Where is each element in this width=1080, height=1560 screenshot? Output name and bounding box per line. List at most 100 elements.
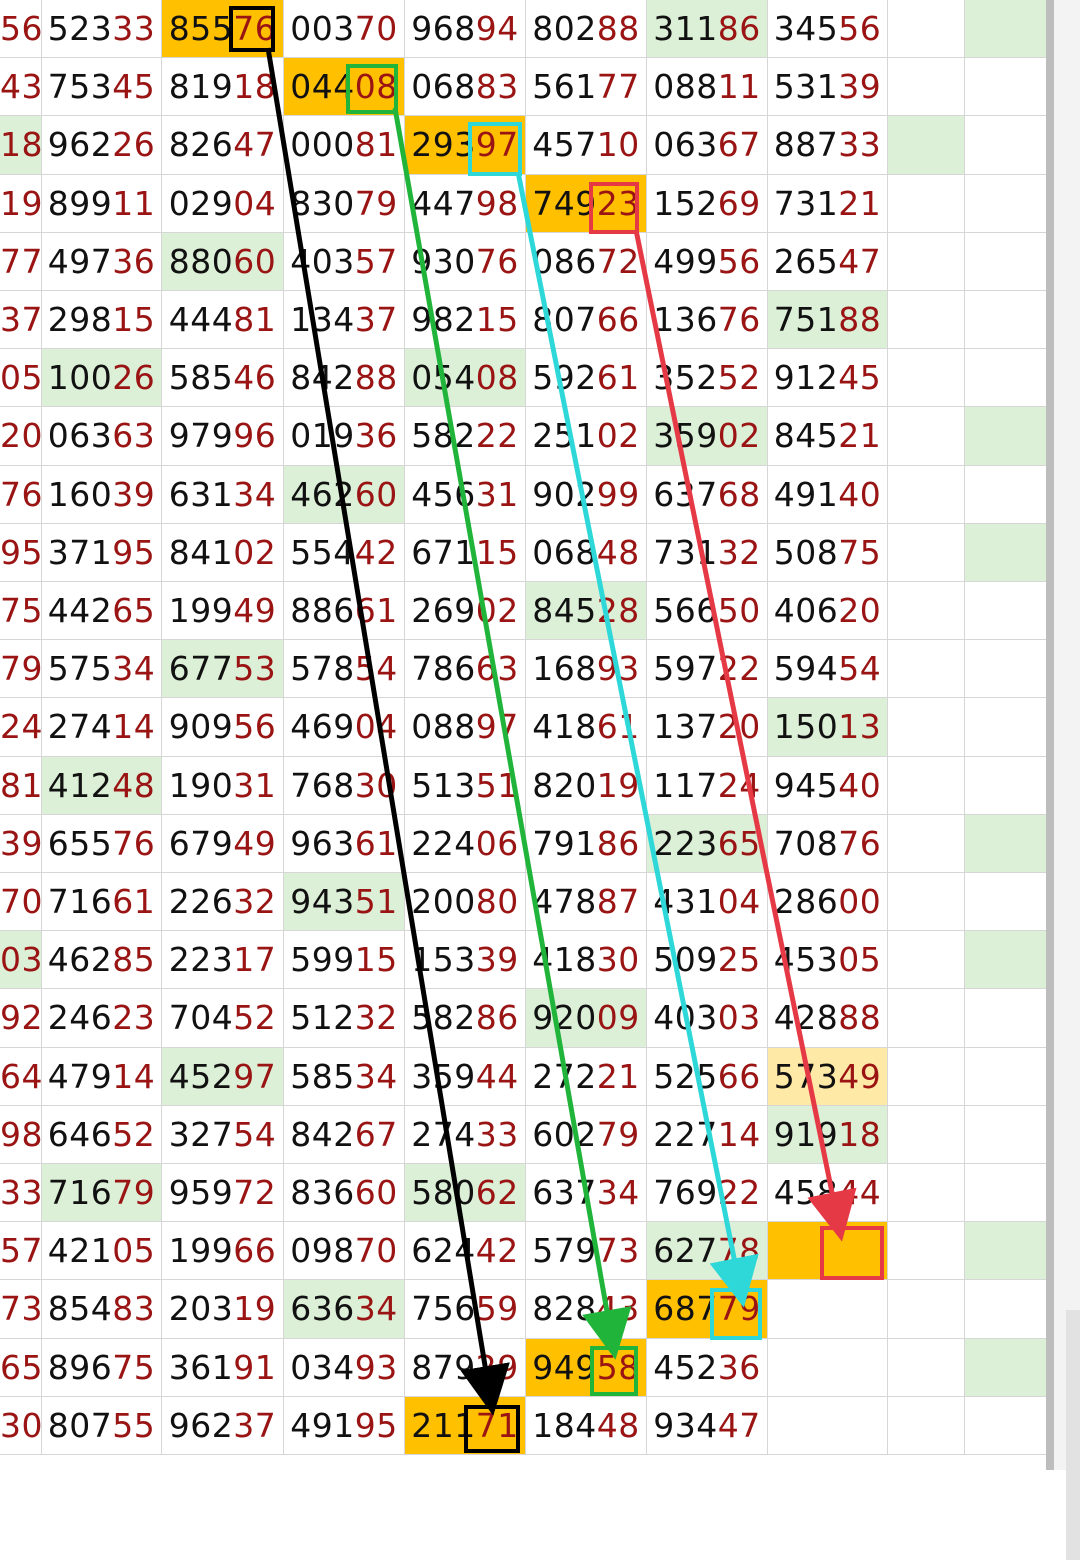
grid-cell[interactable] <box>888 523 965 582</box>
grid-cell[interactable]: 59261 <box>526 349 647 408</box>
grid-cell[interactable]: 13437 <box>284 291 405 350</box>
grid-cell[interactable]: 16039 <box>42 465 162 524</box>
grid-cell[interactable]: 35944 <box>405 1047 526 1106</box>
grid-cell[interactable]: 93447 <box>647 1396 768 1455</box>
grid-cell[interactable] <box>965 58 1047 117</box>
grid-cell[interactable]: 85483 <box>42 1280 162 1339</box>
grid-cell[interactable]: 91918 <box>768 1105 888 1164</box>
grid-cell[interactable] <box>965 465 1047 524</box>
grid-cell[interactable]: 75345 <box>42 58 162 117</box>
grid-cell[interactable]: 97996 <box>162 407 284 466</box>
grid-cell[interactable]: 52333 <box>42 0 162 59</box>
grid-cell[interactable]: 06883 <box>405 58 526 117</box>
grid-cell[interactable]: 33 <box>0 1164 42 1223</box>
grid-cell[interactable] <box>888 582 965 641</box>
grid-cell[interactable] <box>965 407 1047 466</box>
grid-cell[interactable]: 76 <box>0 465 42 524</box>
grid-cell[interactable]: 60279 <box>526 1105 647 1164</box>
grid-cell[interactable]: 50925 <box>647 931 768 990</box>
grid-cell[interactable]: 63768 <box>647 465 768 524</box>
grid-cell[interactable]: 79186 <box>526 814 647 873</box>
grid-cell[interactable]: 03 <box>0 931 42 990</box>
grid-cell[interactable]: 76830 <box>284 756 405 815</box>
grid-cell[interactable]: 00081 <box>284 116 405 175</box>
grid-cell[interactable]: 05408 <box>405 349 526 408</box>
grid-cell[interactable]: 27414 <box>42 698 162 757</box>
grid-cell[interactable] <box>888 931 965 990</box>
grid-cell[interactable]: 70452 <box>162 989 284 1048</box>
grid-cell[interactable]: 25102 <box>526 407 647 466</box>
grid-cell[interactable]: 31186 <box>647 0 768 59</box>
grid-cell[interactable]: 08897 <box>405 698 526 757</box>
grid-cell[interactable]: 00370 <box>284 0 405 59</box>
grid-cell[interactable]: 95 <box>0 523 42 582</box>
grid-cell[interactable]: 41248 <box>42 756 162 815</box>
grid-cell[interactable]: 20080 <box>405 873 526 932</box>
grid-cell[interactable]: 81918 <box>162 58 284 117</box>
grid-cell[interactable]: 41830 <box>526 931 647 990</box>
grid-cell[interactable]: 98215 <box>405 291 526 350</box>
grid-cell[interactable] <box>965 0 1047 59</box>
grid-cell[interactable]: 84288 <box>284 349 405 408</box>
grid-cell[interactable]: 44481 <box>162 291 284 350</box>
grid-cell[interactable] <box>768 1396 888 1455</box>
grid-cell[interactable]: 75659 <box>405 1280 526 1339</box>
grid-cell[interactable]: 88060 <box>162 232 284 291</box>
scrollbar-thumb[interactable] <box>1066 1310 1080 1560</box>
grid-cell[interactable]: 30 <box>0 1396 42 1455</box>
grid-cell[interactable]: 75188 <box>768 291 888 350</box>
grid-cell[interactable]: 49195 <box>284 1396 405 1455</box>
grid-cell[interactable] <box>965 349 1047 408</box>
grid-cell[interactable]: 53139 <box>768 58 888 117</box>
grid-cell[interactable] <box>768 1280 888 1339</box>
grid-cell[interactable]: 63134 <box>162 465 284 524</box>
grid-cell[interactable]: 13676 <box>647 291 768 350</box>
grid-cell[interactable]: 84528 <box>526 582 647 641</box>
grid-cell[interactable]: 35902 <box>647 407 768 466</box>
grid-cell[interactable]: 84521 <box>768 407 888 466</box>
grid-cell[interactable]: 64 <box>0 1047 42 1106</box>
grid-cell[interactable]: 83079 <box>284 174 405 233</box>
grid-cell[interactable]: 18 <box>0 116 42 175</box>
grid-cell[interactable] <box>965 1338 1047 1397</box>
grid-cell[interactable] <box>888 349 965 408</box>
grid-cell[interactable]: 39 <box>0 814 42 873</box>
grid-cell[interactable]: 58286 <box>405 989 526 1048</box>
grid-cell[interactable]: 49140 <box>768 465 888 524</box>
grid-cell[interactable]: 19966 <box>162 1222 284 1281</box>
grid-cell[interactable]: 78663 <box>405 640 526 699</box>
grid-cell[interactable] <box>888 1338 965 1397</box>
grid-cell[interactable]: 90956 <box>162 698 284 757</box>
grid-cell[interactable]: 63734 <box>526 1164 647 1223</box>
grid-cell[interactable]: 73 <box>0 1280 42 1339</box>
grid-cell[interactable]: 44798 <box>405 174 526 233</box>
grid-cell[interactable]: 42888 <box>768 989 888 1048</box>
grid-cell[interactable]: 81 <box>0 756 42 815</box>
grid-cell[interactable]: 58222 <box>405 407 526 466</box>
grid-cell[interactable]: 22317 <box>162 931 284 990</box>
grid-cell[interactable] <box>768 1222 888 1281</box>
grid-cell[interactable]: 45710 <box>526 116 647 175</box>
grid-cell[interactable]: 45297 <box>162 1047 284 1106</box>
grid-cell[interactable]: 83660 <box>284 1164 405 1223</box>
grid-cell[interactable]: 70 <box>0 873 42 932</box>
grid-cell[interactable]: 84102 <box>162 523 284 582</box>
grid-cell[interactable]: 96894 <box>405 0 526 59</box>
grid-cell[interactable]: 22632 <box>162 873 284 932</box>
grid-cell[interactable] <box>888 232 965 291</box>
grid-cell[interactable]: 75 <box>0 582 42 641</box>
grid-cell[interactable]: 49736 <box>42 232 162 291</box>
grid-cell[interactable]: 45844 <box>768 1164 888 1223</box>
grid-cell[interactable]: 47914 <box>42 1047 162 1106</box>
grid-cell[interactable]: 09870 <box>284 1222 405 1281</box>
grid-cell[interactable]: 41861 <box>526 698 647 757</box>
grid-cell[interactable]: 71661 <box>42 873 162 932</box>
grid-cell[interactable]: 56 <box>0 0 42 59</box>
grid-cell[interactable] <box>965 523 1047 582</box>
grid-cell[interactable] <box>888 1105 965 1164</box>
grid-cell[interactable] <box>965 291 1047 350</box>
grid-cell[interactable] <box>965 698 1047 757</box>
grid-cell[interactable]: 80755 <box>42 1396 162 1455</box>
grid-cell[interactable]: 88733 <box>768 116 888 175</box>
grid-cell[interactable]: 59722 <box>647 640 768 699</box>
